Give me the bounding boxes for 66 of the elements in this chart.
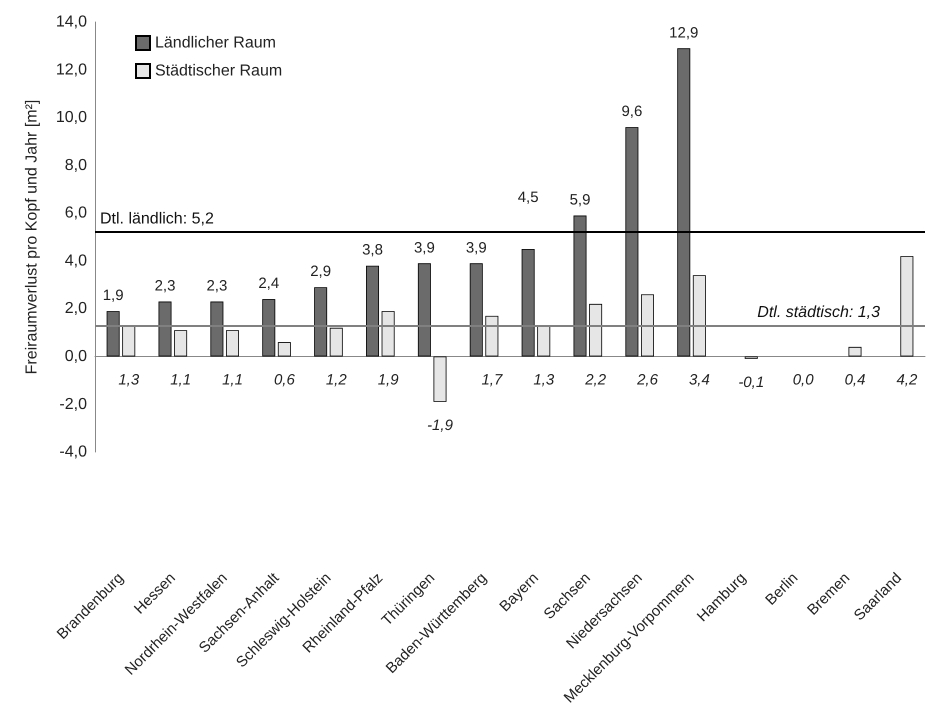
data-label: 12,9: [669, 24, 698, 42]
bar: [366, 266, 380, 356]
data-label: 3,9: [414, 239, 435, 256]
data-label: 2,3: [154, 278, 176, 295]
y-tick-label: 10,0: [56, 109, 88, 126]
bar: [537, 325, 550, 356]
data-label: 9,6: [621, 103, 642, 120]
bar: [485, 316, 498, 356]
data-label: 3,8: [362, 242, 383, 259]
data-label: 2,6: [636, 371, 659, 388]
data-label: 2,9: [310, 263, 332, 280]
data-label: 1,2: [326, 371, 348, 388]
data-label: 3,9: [466, 239, 487, 256]
data-label: 2,4: [258, 275, 280, 292]
data-label: 2,2: [584, 371, 607, 388]
y-axis-title: Freiraumverlust pro Kopf und Jahr [m²]: [24, 100, 40, 374]
data-label: 3,4: [688, 371, 710, 388]
y-tick-label: 14,0: [56, 14, 88, 30]
data-label: 0,6: [274, 371, 296, 388]
data-label: 2,3: [206, 278, 228, 295]
bar: [640, 294, 654, 356]
data-label: 1,1: [170, 371, 192, 388]
data-label: -0,1: [738, 374, 764, 391]
legend-label: Ländlicher Raum: [155, 34, 276, 52]
bar: [589, 304, 602, 356]
data-label: 1,1: [222, 371, 243, 388]
bar: [848, 346, 862, 356]
bar: [122, 325, 136, 356]
data-label: 0,4: [844, 371, 866, 388]
legend-label: Städtischer Raum: [155, 62, 282, 80]
data-label: 0,0: [792, 371, 814, 388]
data-label: 4,2: [896, 371, 918, 388]
data-label: 5,9: [570, 192, 590, 209]
ref-line-label: Dtl. städtisch: 1,3: [757, 304, 880, 321]
bar: [470, 263, 483, 356]
bar: [382, 311, 395, 356]
y-tick-label: 8,0: [64, 156, 88, 174]
ref-line-label: Dtl. ländlich: 5,2: [100, 210, 214, 228]
bar: [330, 328, 343, 356]
bar: [418, 263, 431, 356]
y-tick-label: 0,0: [64, 348, 88, 365]
bar: [226, 330, 239, 356]
bar: [900, 256, 914, 356]
data-label: 1,9: [378, 371, 400, 388]
y-tick-label: -4,0: [59, 444, 88, 461]
y-tick-label: 12,0: [56, 61, 88, 78]
bar: [262, 299, 276, 356]
data-label: 4,5: [518, 188, 539, 206]
bar: [158, 302, 172, 356]
data-label: 1,3: [533, 371, 555, 388]
data-label: -1,9: [427, 416, 454, 434]
y-tick-label: 6,0: [64, 204, 88, 222]
y-tick-label: 4,0: [64, 252, 88, 270]
bar: [692, 275, 706, 356]
bar: [278, 342, 291, 356]
data-label: 1,3: [118, 371, 140, 388]
y-tick-label: 2,0: [64, 300, 88, 318]
bar: [210, 302, 224, 356]
bar: [433, 356, 446, 402]
y-tick-label: -2,0: [59, 396, 88, 413]
data-label: 1,7: [481, 371, 503, 388]
bar: [314, 287, 328, 356]
bar: [106, 311, 120, 356]
data-label: 1,9: [102, 287, 124, 304]
bar: [522, 248, 535, 356]
bar: [174, 330, 188, 356]
